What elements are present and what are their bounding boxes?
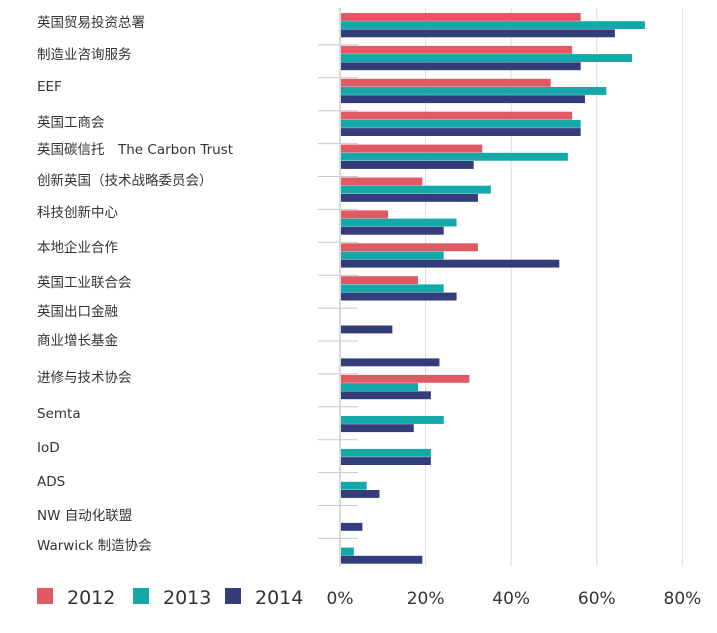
bar-2014-15 <box>341 522 363 531</box>
bar-2014-2 <box>341 95 585 104</box>
bar-2014-8 <box>341 292 457 301</box>
category-label: EEF <box>37 79 62 95</box>
category-label: 英国出口金融 <box>37 303 118 320</box>
bar-2014-13 <box>341 457 431 465</box>
category-label: Warwick 制造协会 <box>37 538 152 554</box>
bar-2014-12 <box>341 424 414 433</box>
bar-2013-2 <box>341 87 607 95</box>
bar-2012-1 <box>341 45 573 54</box>
bar-2012-11 <box>341 374 470 383</box>
bar-2014-0 <box>341 29 615 38</box>
bar-2014-3 <box>341 128 581 136</box>
bar-2012-0 <box>341 13 581 21</box>
category-label: 创新英国（技术战略委员会） <box>37 172 213 189</box>
bar-2012-7 <box>341 243 478 252</box>
category-label: NW 自动化联盟 <box>37 508 132 524</box>
bar-2012-6 <box>341 210 389 219</box>
bar-2014-1 <box>341 62 581 71</box>
bar-2013-5 <box>341 185 491 194</box>
bar-2013-0 <box>341 21 645 30</box>
bar-2013-12 <box>341 416 444 424</box>
bar-2014-4 <box>341 161 474 169</box>
bar-2014-9 <box>341 325 393 334</box>
category-label: 英国工业联合会 <box>37 274 132 291</box>
bar-2013-14 <box>341 481 367 490</box>
category-label: 英国工商会 <box>37 114 105 131</box>
legend-swatch-2014 <box>225 588 241 604</box>
bar-2013-1 <box>341 54 633 62</box>
bar-2014-10 <box>341 358 440 367</box>
bar-2013-6 <box>341 218 457 227</box>
legend-label-2012: 2012 <box>67 587 115 609</box>
x-tick-label: 20% <box>407 589 445 609</box>
category-label: 商业增长基金 <box>37 332 118 349</box>
legend-label-2013: 2013 <box>163 587 211 609</box>
bar-2013-13 <box>341 448 431 457</box>
bar-2013-8 <box>341 284 444 293</box>
category-label: 英国贸易投资总署 <box>37 14 145 31</box>
bar-2012-5 <box>341 177 423 186</box>
bar-2012-2 <box>341 78 551 87</box>
legend-swatch-2012 <box>37 588 53 604</box>
legend-swatch-2013 <box>133 588 149 604</box>
bar-2014-14 <box>341 490 380 498</box>
bar-2012-3 <box>341 111 573 120</box>
x-tick-label: 60% <box>578 589 616 609</box>
bar-2013-7 <box>341 251 444 260</box>
bar-2012-8 <box>341 276 419 285</box>
bar-2013-11 <box>341 383 419 391</box>
category-label: 制造业咨询服务 <box>37 47 132 63</box>
category-label: ADS <box>37 474 65 490</box>
bar-2013-16 <box>341 547 354 556</box>
bar-2013-4 <box>341 152 568 161</box>
category-label: Semta <box>37 406 81 422</box>
bar-2014-6 <box>341 226 444 235</box>
bars <box>341 13 645 564</box>
x-tick-label: 80% <box>664 589 702 609</box>
bar-2014-7 <box>341 259 560 268</box>
bar-2014-16 <box>341 555 423 564</box>
bar-2013-3 <box>341 119 581 128</box>
legend-label-2014: 2014 <box>255 587 303 609</box>
legend: 2012 2013 2014 <box>37 587 303 609</box>
category-label: 英国碳信托 The Carbon Trust <box>37 141 233 158</box>
category-label: 进修与技术协会 <box>37 370 132 386</box>
bar-2014-11 <box>341 391 431 400</box>
category-label: 科技创新中心 <box>37 205 118 221</box>
x-tick-label: 0% <box>327 589 354 609</box>
x-axis-ticks: 0% 20% 40% 60% 80% <box>327 589 702 609</box>
bar-2014-5 <box>341 193 478 202</box>
category-label: IoD <box>37 440 60 456</box>
x-tick-label: 40% <box>492 589 530 609</box>
category-label: 本地企业合作 <box>37 239 118 256</box>
bar-2012-4 <box>341 144 483 153</box>
